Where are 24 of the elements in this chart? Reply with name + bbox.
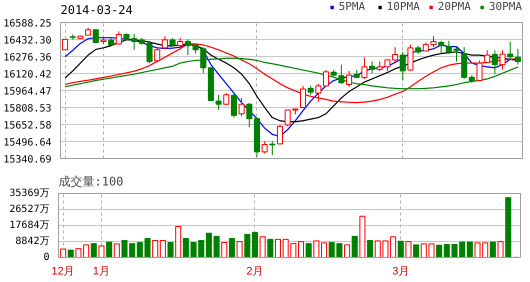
- chart-title: 成交量:100: [58, 174, 124, 188]
- chart-title: 2014-03-24: [60, 2, 133, 17]
- y-tick-label: 15652.58: [3, 120, 52, 132]
- x-tick-label: 3月: [392, 266, 410, 278]
- y-tick-label: 15496.64: [3, 138, 52, 148]
- x-tick-label: 12月: [51, 266, 75, 278]
- y-tick-label: 26527万: [9, 204, 50, 215]
- y-tick-label: 8842万: [15, 236, 50, 247]
- y-tick-label: 35369万: [9, 188, 50, 199]
- legend-label: 20PMA: [438, 0, 471, 13]
- y-tick-label: 15808.53: [3, 104, 52, 114]
- y-tick-label: 16120.42: [3, 70, 52, 80]
- y-tick-label: 15964.47: [3, 86, 52, 98]
- y-tick-label: 16588.25: [3, 18, 52, 30]
- legend-label: 5PMA: [338, 0, 366, 13]
- y-tick-label: 15340.69: [3, 154, 52, 166]
- legend-label: 10PMA: [386, 0, 420, 13]
- x-tick-label: 2月: [246, 266, 264, 278]
- x-tick-label: 1月: [92, 266, 110, 278]
- y-tick-label: 16276.36: [3, 52, 52, 64]
- legend-label: 30PMA: [488, 0, 522, 13]
- y-tick-label: 16432.30: [3, 36, 52, 46]
- y-tick-label: 17684万: [9, 220, 50, 231]
- y-tick-label: 0: [43, 252, 50, 263]
